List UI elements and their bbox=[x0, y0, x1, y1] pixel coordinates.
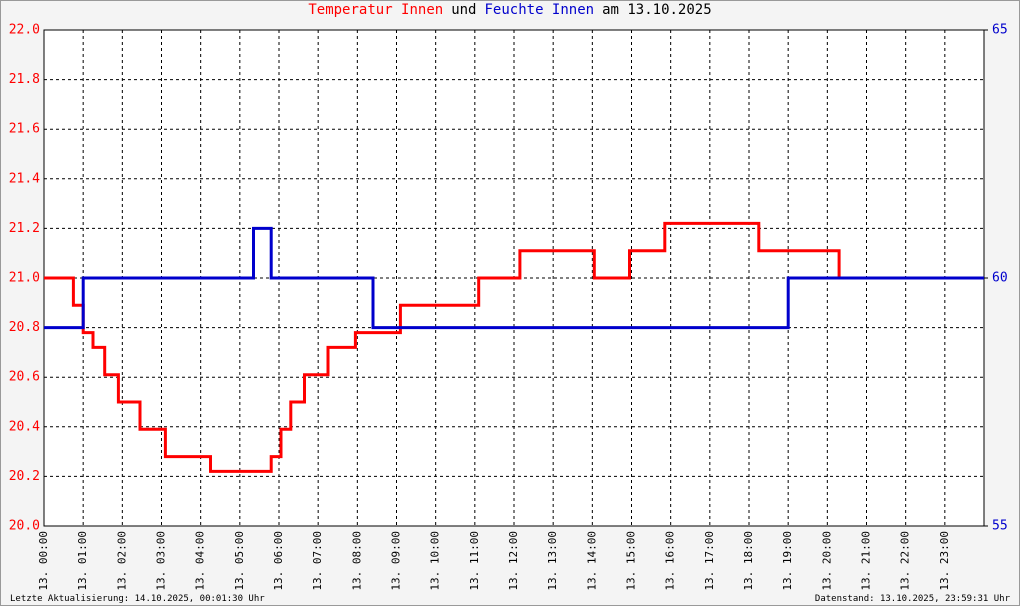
x-tick-label: 13. 13:00 bbox=[546, 531, 559, 591]
x-tick-label: 13. 01:00 bbox=[76, 531, 89, 591]
y-tick-label: 21.6 bbox=[9, 122, 40, 137]
y-tick-label: 20.6 bbox=[9, 370, 40, 385]
x-tick-label: 13. 10:00 bbox=[429, 531, 442, 591]
x-tick-label: 13. 00:00 bbox=[37, 531, 50, 591]
x-tick-label: 13. 08:00 bbox=[350, 531, 363, 591]
y-tick-label: 20.4 bbox=[9, 419, 40, 434]
x-tick-label: 13. 02:00 bbox=[115, 531, 128, 591]
x-tick-label: 13. 07:00 bbox=[311, 531, 324, 591]
footer-left: Letzte Aktualisierung: 14.10.2025, 00:01… bbox=[10, 594, 265, 604]
x-tick-label: 13. 21:00 bbox=[860, 531, 873, 591]
x-tick-label: 13. 22:00 bbox=[899, 531, 912, 591]
x-tick-label: 13. 14:00 bbox=[585, 531, 598, 591]
x-tick-label: 13. 11:00 bbox=[468, 531, 481, 591]
footer-right: Datenstand: 13.10.2025, 23:59:31 Uhr bbox=[815, 594, 1011, 604]
x-tick-label: 13. 12:00 bbox=[507, 531, 520, 591]
x-tick-label: 13. 06:00 bbox=[272, 531, 285, 591]
y2-tick-label: 65 bbox=[992, 23, 1008, 38]
x-tick-label: 13. 15:00 bbox=[625, 531, 638, 591]
y-tick-label: 22.0 bbox=[9, 23, 40, 38]
series-line bbox=[44, 221, 984, 473]
y-tick-label: 21.8 bbox=[9, 72, 40, 87]
title-part: Feuchte Innen bbox=[485, 2, 595, 18]
chart-title: Temperatur Innen und Feuchte Innen am 13.10… bbox=[308, 2, 711, 18]
title-part: Temperatur Innen bbox=[308, 2, 443, 18]
y-tick-label: 20.8 bbox=[9, 320, 40, 335]
title-part: am 13.10.2025 bbox=[602, 2, 712, 18]
x-tick-label: 13. 17:00 bbox=[703, 531, 716, 591]
series-line bbox=[44, 226, 984, 330]
x-tick-label: 13. 16:00 bbox=[664, 531, 677, 591]
x-tick-label: 13. 18:00 bbox=[742, 531, 755, 591]
title-part: und bbox=[451, 2, 476, 18]
y-tick-label: 20.2 bbox=[9, 469, 40, 484]
x-tick-label: 13. 19:00 bbox=[781, 531, 794, 591]
x-tick-label: 13. 09:00 bbox=[390, 531, 403, 591]
x-tick-label: 13. 05:00 bbox=[233, 531, 246, 591]
y-tick-label: 21.4 bbox=[9, 171, 40, 186]
y-tick-label: 20.0 bbox=[9, 519, 40, 534]
x-tick-label: 13. 04:00 bbox=[194, 531, 207, 591]
x-tick-label: 13. 20:00 bbox=[820, 531, 833, 591]
x-tick-label: 13. 03:00 bbox=[155, 531, 168, 591]
y-tick-label: 21.0 bbox=[9, 271, 40, 286]
y-tick-label: 21.2 bbox=[9, 221, 40, 236]
y2-tick-label: 60 bbox=[992, 271, 1008, 286]
y2-tick-label: 55 bbox=[992, 519, 1008, 534]
x-tick-label: 13. 23:00 bbox=[938, 531, 951, 591]
